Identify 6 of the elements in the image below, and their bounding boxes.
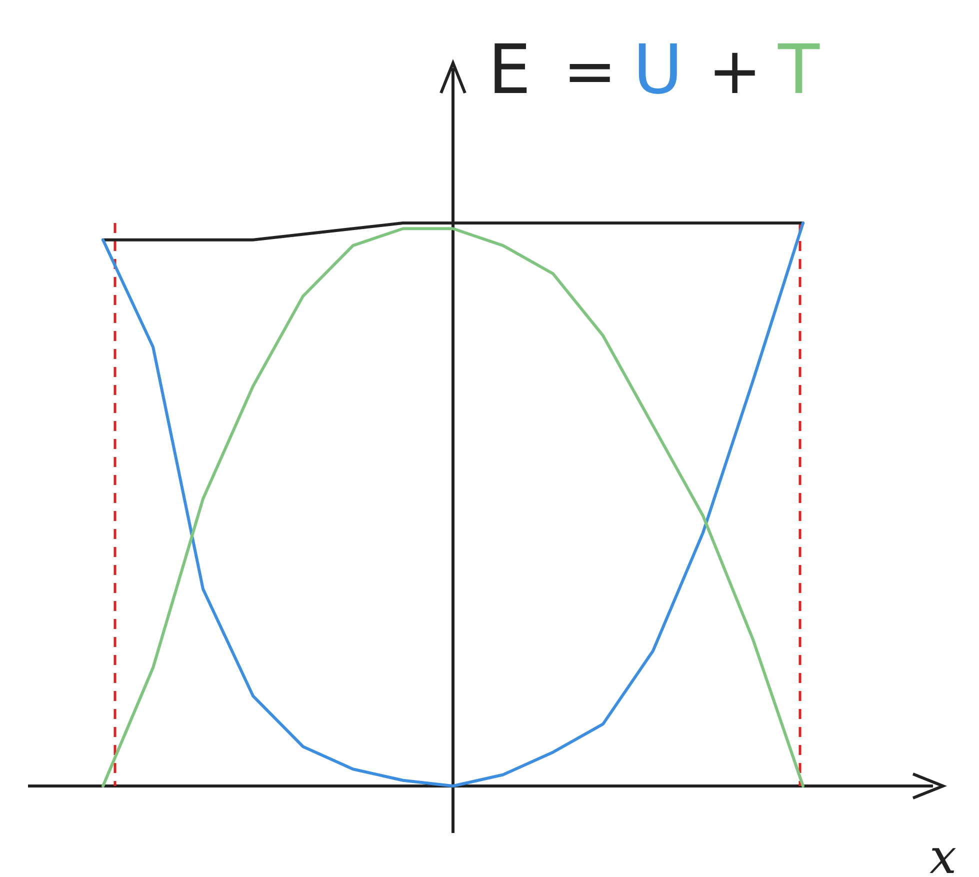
- text: T: [777, 31, 820, 110]
- text: U: [633, 31, 683, 110]
- legend-label: E: [488, 31, 531, 110]
- text: +: [708, 35, 762, 109]
- x-axis-title: x: [929, 829, 957, 877]
- text: =: [563, 35, 617, 109]
